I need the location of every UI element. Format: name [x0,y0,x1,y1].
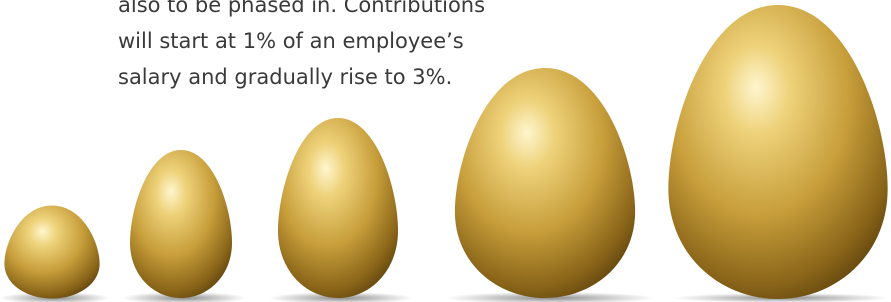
text-block: also to be phased in. Contributions will… [118,0,485,89]
egg [455,68,635,298]
egg [4,206,99,299]
egg [278,118,398,298]
text-line: also to be phased in. Contributions [118,0,485,17]
egg [668,5,887,299]
illustration: also to be phased in. Contributions will… [0,0,891,302]
text-line: will start at 1% of an employee’s [118,29,464,53]
page: also to be phased in. Contributions will… [0,0,891,302]
text-line: salary and gradually rise to 3%. [118,65,452,89]
egg [130,150,232,298]
